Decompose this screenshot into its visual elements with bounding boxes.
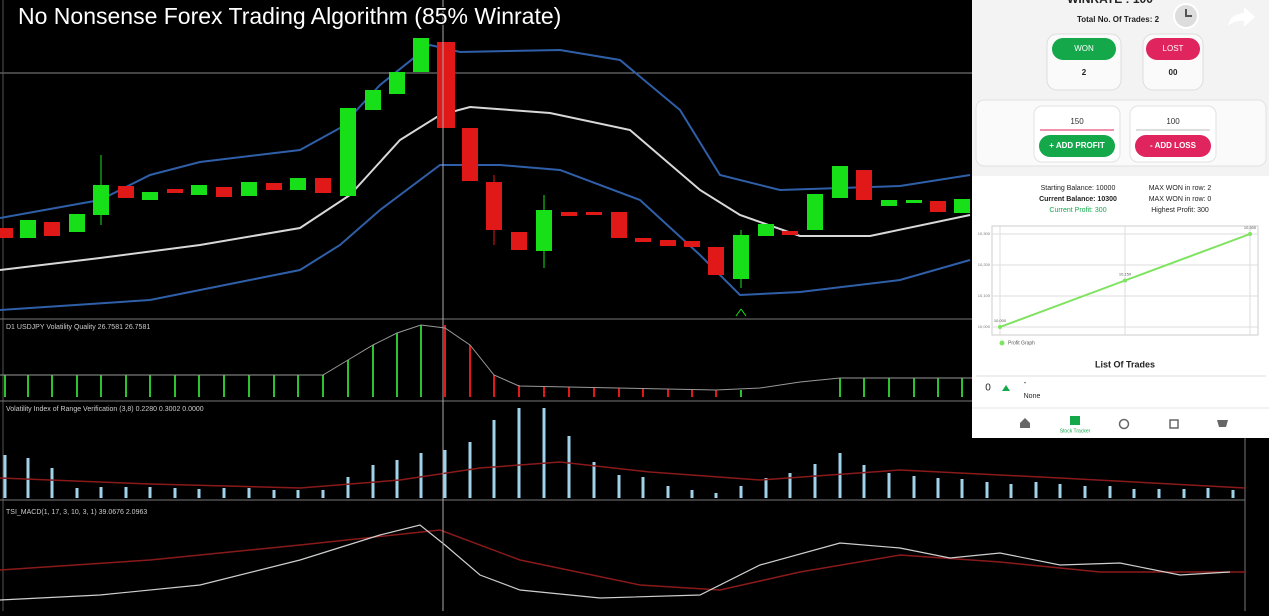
stat: Current Profit: 300 [1049,207,1106,214]
y-tick-label: 10,000 [978,324,991,329]
video-controls [1173,3,1255,29]
profit-input[interactable]: 150 [1070,117,1084,126]
profit-graph: 10,000 10,100 10,200 10,300 10,000 10,150 10,3… [978,225,1259,346]
stat: MAX WON in row: 2 [1149,185,1212,192]
legend-label: Profit Graph [1008,340,1035,346]
price-chart [0,0,972,611]
add-loss-label: - ADD LOSS [1150,141,1197,150]
profit-point [1123,278,1127,283]
trade-symbol: - [1024,378,1027,387]
winrate: WINRATE : 100 [1067,0,1153,6]
add-profit-button[interactable] [1039,135,1115,157]
y-tick-label: 10,100 [978,293,991,298]
share[interactable] [1228,7,1255,27]
app-panel: WINRATE : 100 Total No. Of Trades: 2 WON… [972,0,1269,438]
lower-band [0,164,971,311]
nav-label: Stock Tracker [1060,428,1091,434]
won-label: WON [1074,44,1094,53]
add-profit-label: + ADD PROFIT [1049,141,1105,150]
volatility-quality: D1 USDJPY Volatility Quality 26.7581 26.… [0,324,1245,397]
indicator-label: Volatility Index of Range Verification (… [6,406,204,413]
stat: Current Balance: 10300 [1039,196,1117,203]
y-tick-label: 10,300 [978,231,991,236]
arrow-signal [735,308,747,317]
candles [0,38,970,288]
stat: Starting Balance: 10000 [1041,185,1116,192]
nav-stock-tracker[interactable] [1070,416,1080,425]
point-label: 10,150 [1119,272,1132,277]
tsi-macd: TSI_MACD(1, 17, 3, 10, 3, 1) 39.0676 2.0… [0,509,1245,601]
middle-band [0,105,971,271]
lost-label: LOST [1163,44,1184,53]
legend-marker [999,340,1005,346]
stat: MAX WON in row: 0 [1149,196,1212,203]
point-label: 10,300 [1244,225,1257,230]
indicator-label: TSI_MACD(1, 17, 3, 10, 3, 1) 39.0676 2.0… [6,509,147,516]
won-badge[interactable] [1052,38,1116,60]
trade-index: 0 [985,383,991,394]
lost-badge[interactable] [1146,38,1200,60]
nav-calendar[interactable] [1169,419,1179,429]
nav-cart[interactable] [1217,420,1228,427]
trade-status: None [1024,393,1041,400]
trades-title: List Of Trades [1095,359,1155,369]
loss-input[interactable]: 100 [1166,117,1180,126]
add-loss-button[interactable] [1135,135,1211,157]
won-value: 2 [1082,68,1087,77]
y-tick-label: 10,200 [978,262,991,267]
nav-globe[interactable] [1118,418,1130,430]
virv: Volatility Index of Range Verification (… [0,406,1246,498]
nav-home[interactable] [1020,418,1030,428]
stat: Highest Profit: 300 [1151,207,1209,214]
point-label: 10,000 [994,318,1007,323]
profit-point [1248,232,1252,236]
video-title: No Nonsense Forex Trading Algorithm (85%… [18,3,561,29]
indicator-label: D1 USDJPY Volatility Quality 26.7581 26.… [6,324,150,331]
trade-arrow [1002,385,1010,391]
profit-point [998,325,1002,329]
lost-value: 00 [1169,68,1178,77]
total-trades: Total No. Of Trades: 2 [1077,15,1160,24]
